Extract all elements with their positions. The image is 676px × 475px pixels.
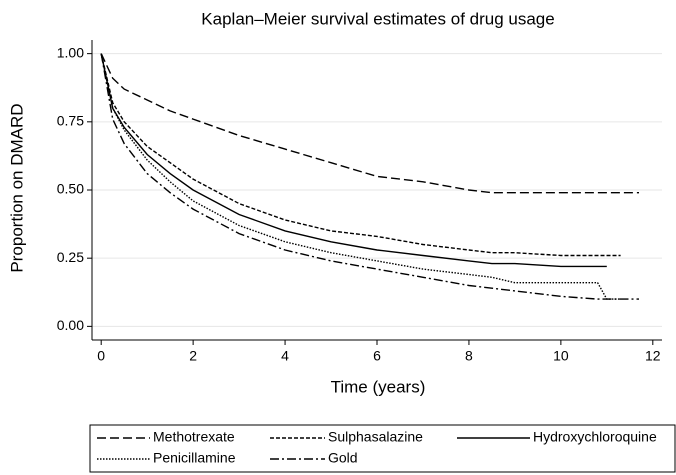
x-tick-label: 2 — [189, 348, 197, 364]
y-tick-label: 0.50 — [57, 181, 84, 197]
x-tick-label: 4 — [281, 348, 289, 364]
legend-label: Sulphasalazine — [328, 429, 423, 445]
x-tick-label: 10 — [553, 348, 569, 364]
y-tick-label: 0.00 — [57, 317, 84, 333]
y-tick-label: 0.25 — [57, 249, 84, 265]
survival-line — [100, 53, 639, 194]
x-tick-label: 6 — [373, 348, 381, 364]
legend-box — [89, 424, 676, 473]
y-axis-label: Proportion on DMARD — [7, 103, 26, 272]
legend-label: Hydroxychloroquine — [533, 429, 657, 445]
survival-line — [100, 53, 621, 300]
legend-label: Penicillamine — [153, 450, 236, 466]
survival-line — [100, 53, 639, 300]
x-tick-label: 8 — [465, 348, 473, 364]
legend-label: Gold — [328, 450, 358, 466]
x-axis-label: Time (years) — [331, 377, 426, 396]
x-tick-label: 12 — [645, 348, 661, 364]
legend-label: Methotrexate — [153, 429, 235, 445]
x-tick-label: 0 — [97, 348, 105, 364]
survival-line — [100, 53, 607, 268]
chart-title: Kaplan–Meier survival estimates of drug … — [201, 9, 554, 28]
y-tick-label: 0.75 — [57, 113, 84, 129]
survival-line — [100, 53, 621, 257]
y-tick-label: 1.00 — [57, 44, 84, 60]
